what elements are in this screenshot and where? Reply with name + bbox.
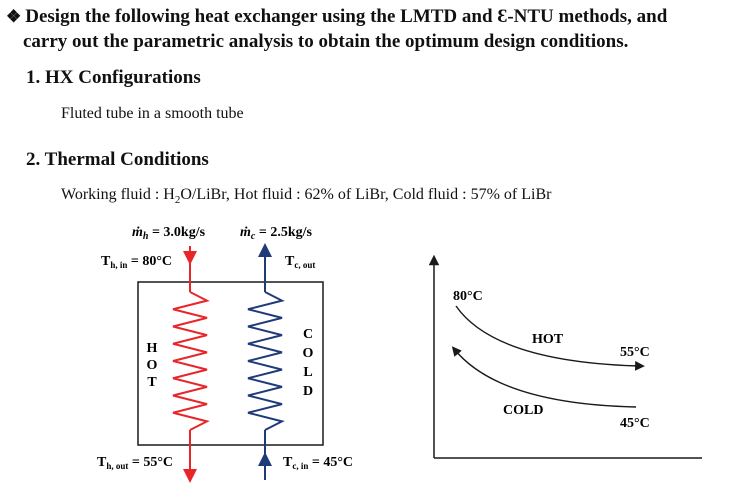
hx-configuration-text: Fluted tube in a smooth tube [61, 105, 244, 122]
profile-hot-out-label: 55°C [620, 345, 650, 360]
cold-profile-curve [451, 346, 637, 408]
working-fluid-text: Working fluid : H2O/LiBr, Hot fluid : 62… [61, 186, 551, 206]
cold-letter-c: C [303, 327, 313, 342]
hot-profile-curve [455, 305, 645, 371]
cold-coil [247, 291, 285, 431]
working-fluid-subscript: 2 [174, 194, 181, 207]
t-cold-out-label: Tc, out [285, 254, 315, 270]
section-1-title: 1. HX Configurations [26, 67, 201, 88]
hot-letter-o: O [147, 358, 158, 373]
assignment-heading: ❖ Design the following heat exchanger usi… [6, 4, 740, 54]
cold-letter-o: O [303, 346, 314, 361]
hot-letter-h: H [147, 341, 158, 356]
mass-flow-cold-label: ṁc = 2.5kg/s [240, 225, 312, 242]
t-hot-in-label: Th, in = 80°C [101, 254, 172, 270]
hot-letter-t: T [147, 375, 157, 390]
working-fluid-prefix: Working fluid : H [61, 186, 175, 203]
working-fluid-suffix: O/LiBr, Hot fluid : 62% of LiBr, Cold fl… [180, 186, 552, 203]
heading-line-2: carry out the parametric analysis to obt… [23, 31, 629, 52]
profile-cold-in-label: 45°C [620, 416, 650, 431]
profile-hot-in-label: 80°C [453, 289, 483, 304]
t-cold-in-label: Tc, in = 45°C [283, 455, 353, 471]
heading-line-1: Design the following heat exchanger usin… [25, 6, 668, 27]
mass-flow-hot-label: ṁh = 3.0kg/s [132, 225, 206, 242]
hot-coil [172, 291, 210, 431]
profile-hot-label: HOT [532, 332, 564, 347]
diamond-bullet-icon: ❖ [6, 7, 22, 26]
t-hot-out-label: Th, out = 55°C [97, 455, 173, 471]
hx-shell-box [137, 281, 324, 446]
cold-letter-l: L [303, 365, 312, 380]
section-2-title: 2. Thermal Conditions [26, 149, 209, 170]
profile-cold-label: COLD [503, 403, 543, 418]
cold-letter-d: D [303, 384, 313, 399]
